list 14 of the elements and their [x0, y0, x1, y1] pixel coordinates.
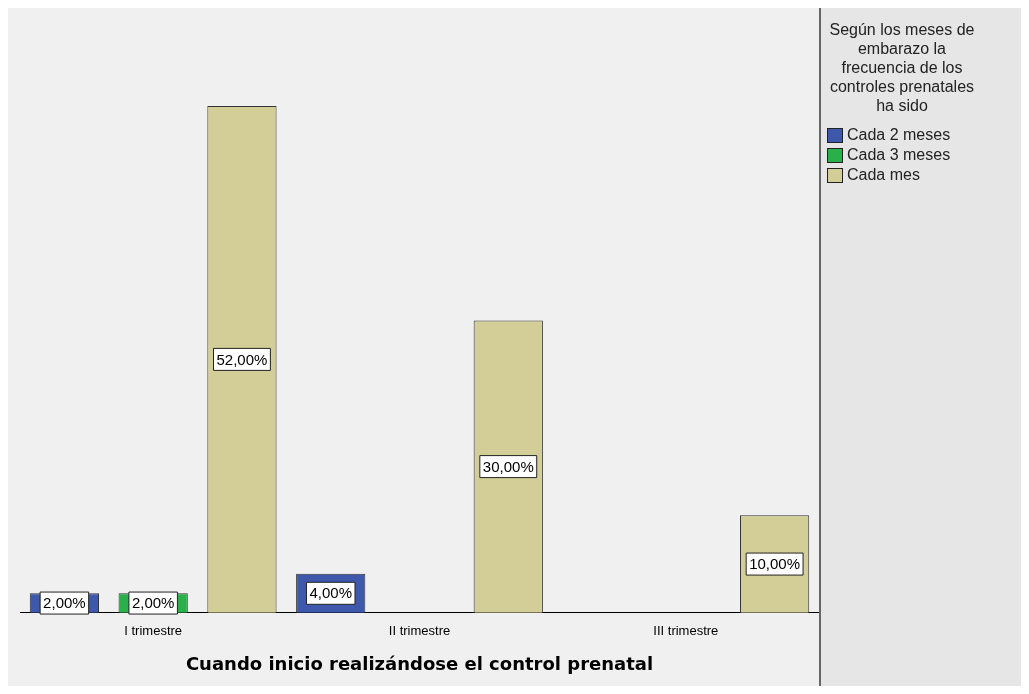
x-tick-label: II trimestre — [388, 623, 451, 639]
legend-label: Cada 3 meses — [847, 145, 951, 165]
data-label: 10,00% — [749, 555, 801, 573]
x-tick-label: I trimestre — [124, 623, 183, 639]
data-label: 30,00% — [482, 457, 534, 475]
data-label: 2,00% — [131, 594, 175, 612]
x-tick-label: III trimestre — [653, 623, 719, 639]
data-label: 2,00% — [43, 594, 86, 612]
data-label: 4,00% — [309, 584, 352, 602]
legend-label: Cada mes — [847, 165, 920, 185]
legend-title: Según los meses de embarazo la frecuencia de los controles prenatales ha sido — [828, 20, 976, 116]
legend-label: Cada 2 meses — [847, 125, 951, 145]
data-label: 52,00% — [216, 350, 268, 368]
x-axis-title: Cuando inicio realizándose el control prenatal — [185, 652, 654, 674]
